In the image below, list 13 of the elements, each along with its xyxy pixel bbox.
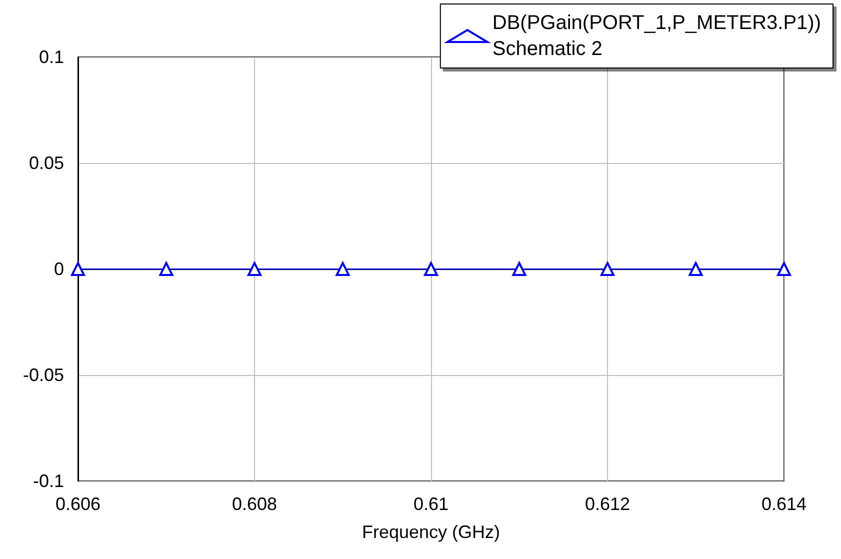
y-tick-label: 0 — [54, 259, 64, 279]
y-tick-label: 0.05 — [28, 153, 64, 173]
x-tick-label: 0.61 — [413, 494, 449, 514]
x-axis-title: Frequency (GHz) — [362, 522, 500, 542]
y-tick-label: 0.1 — [38, 47, 64, 67]
x-tick-label: 0.608 — [232, 494, 278, 514]
x-tick-label: 0.606 — [55, 494, 101, 514]
y-tick-label: -0.05 — [22, 365, 64, 385]
x-tick-label: 0.614 — [761, 494, 807, 514]
x-tick-label: 0.612 — [584, 494, 630, 514]
y-tick-label: -0.1 — [32, 471, 64, 491]
annotation: Schematic 2 — [492, 38, 602, 60]
legend-label: DB(PGain(PORT_1,P_METER3.P1)) — [492, 12, 822, 34]
